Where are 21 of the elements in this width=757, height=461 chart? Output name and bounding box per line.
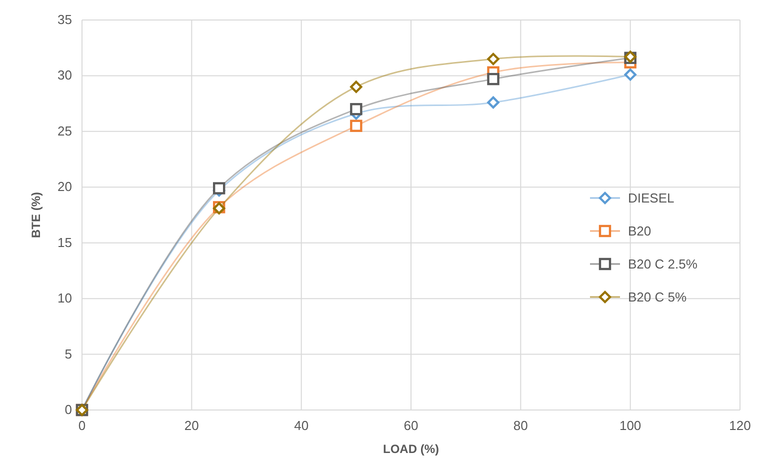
y-tick-label: 10	[58, 290, 72, 306]
y-tick-label: 35	[58, 12, 72, 27]
x-tick-label: 20	[184, 418, 199, 433]
y-tick-label: 0	[64, 402, 72, 417]
y-axis-title: BTE (%)	[29, 192, 43, 238]
y-tick-label: 20	[58, 179, 72, 194]
x-tick-label: 120	[729, 418, 751, 433]
x-axis-title: LOAD (%)	[383, 442, 439, 456]
legend-label: B20	[628, 224, 652, 238]
x-tick-label: 40	[294, 418, 309, 433]
y-tick-label: 30	[58, 68, 72, 83]
x-tick-label: 80	[513, 418, 528, 433]
legend-label: B20 C 2.5%	[628, 256, 698, 272]
y-tick-label: 15	[58, 234, 72, 250]
y-tick-label: 5	[64, 346, 72, 362]
legend-label: DIESEL	[628, 190, 674, 206]
x-tick-label: 60	[404, 418, 418, 433]
y-tick-label: 25	[58, 123, 72, 138]
x-tick-label: 0	[78, 418, 86, 433]
legend-label: B20 C 5%	[628, 290, 687, 304]
x-tick-label: 100	[619, 418, 642, 433]
